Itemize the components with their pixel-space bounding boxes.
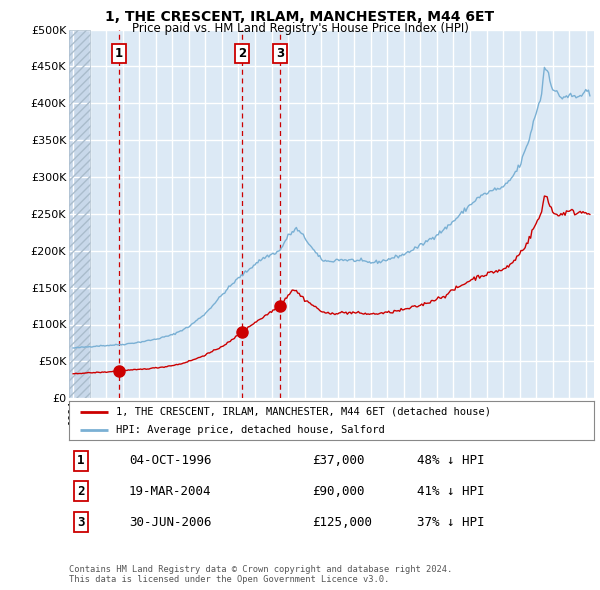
Text: 30-JUN-2006: 30-JUN-2006 [129,516,212,529]
Text: 04-OCT-1996: 04-OCT-1996 [129,454,212,467]
Text: 3: 3 [276,47,284,60]
Text: HPI: Average price, detached house, Salford: HPI: Average price, detached house, Salf… [116,425,385,435]
Bar [69,30,89,398]
Text: Contains HM Land Registry data © Crown copyright and database right 2024.
This d: Contains HM Land Registry data © Crown c… [69,565,452,584]
Text: 48% ↓ HPI: 48% ↓ HPI [417,454,485,467]
Text: £37,000: £37,000 [312,454,365,467]
Text: 1, THE CRESCENT, IRLAM, MANCHESTER, M44 6ET: 1, THE CRESCENT, IRLAM, MANCHESTER, M44 … [106,10,494,24]
Text: 19-MAR-2004: 19-MAR-2004 [129,485,212,498]
Text: 2: 2 [77,485,85,498]
Text: 3: 3 [77,516,85,529]
Text: 41% ↓ HPI: 41% ↓ HPI [417,485,485,498]
Text: Price paid vs. HM Land Registry's House Price Index (HPI): Price paid vs. HM Land Registry's House … [131,22,469,35]
Text: 1: 1 [77,454,85,467]
Text: 2: 2 [238,47,246,60]
Text: £90,000: £90,000 [312,485,365,498]
Text: 1, THE CRESCENT, IRLAM, MANCHESTER, M44 6ET (detached house): 1, THE CRESCENT, IRLAM, MANCHESTER, M44 … [116,407,491,417]
Text: 37% ↓ HPI: 37% ↓ HPI [417,516,485,529]
Text: 1: 1 [115,47,122,60]
Text: £125,000: £125,000 [312,516,372,529]
